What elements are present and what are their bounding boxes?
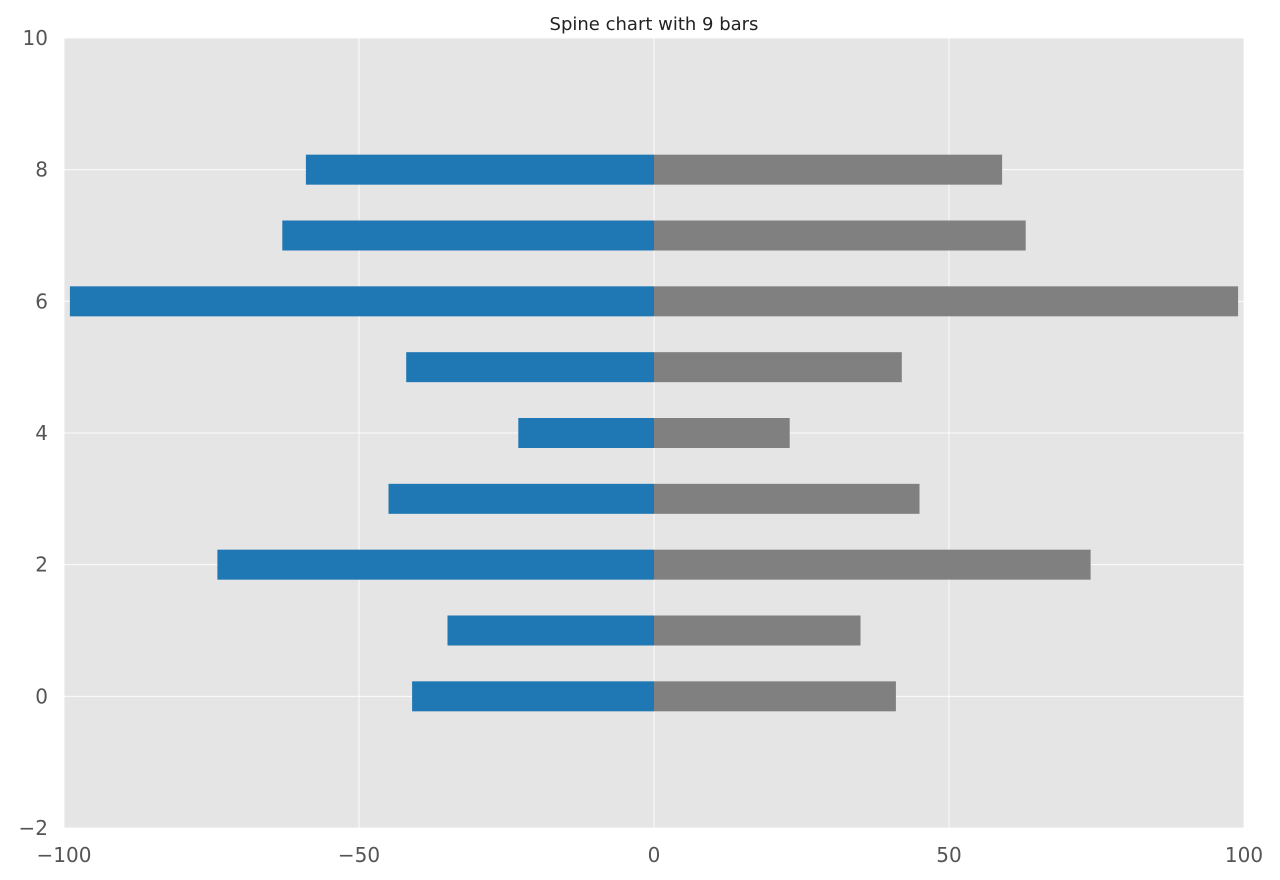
x-tick-label: 100 [1225, 843, 1263, 867]
left-bar-0 [412, 681, 654, 712]
right-bar-0 [654, 681, 896, 712]
right-bar-7 [654, 220, 1026, 251]
chart-title: Spine chart with 9 bars [550, 14, 759, 35]
right-bar-4 [654, 418, 790, 448]
left-bar-2 [217, 549, 654, 580]
bars-layer [69, 154, 1239, 712]
x-tick-label: 0 [648, 843, 661, 867]
right-bar-5 [654, 352, 902, 383]
left-bar-4 [518, 418, 654, 448]
right-bar-1 [654, 615, 861, 646]
y-tick-label: 10 [23, 26, 48, 50]
y-tick-label: 0 [35, 684, 48, 708]
left-bar-8 [305, 154, 654, 185]
y-tick-label: 4 [35, 421, 48, 445]
left-bar-1 [447, 615, 654, 646]
x-tick-label: −100 [37, 843, 92, 867]
x-tick-label: 50 [936, 843, 961, 867]
left-bar-3 [388, 483, 654, 514]
y-axis-tick-labels: −2 0 2 4 6 8 10 [19, 26, 48, 840]
x-tick-label: −50 [338, 843, 380, 867]
y-tick-label: −2 [19, 816, 48, 840]
left-bar-7 [282, 220, 654, 251]
left-bar-6 [69, 286, 654, 317]
right-bar-3 [654, 483, 920, 514]
right-bar-6 [654, 286, 1239, 317]
x-axis-tick-labels: −100 −50 0 50 100 [37, 843, 1264, 867]
y-tick-label: 2 [35, 553, 48, 577]
right-bar-8 [654, 154, 1003, 185]
y-tick-label: 8 [35, 158, 48, 182]
y-tick-label: 6 [35, 289, 48, 313]
right-bar-2 [654, 549, 1091, 580]
left-bar-5 [406, 352, 654, 383]
